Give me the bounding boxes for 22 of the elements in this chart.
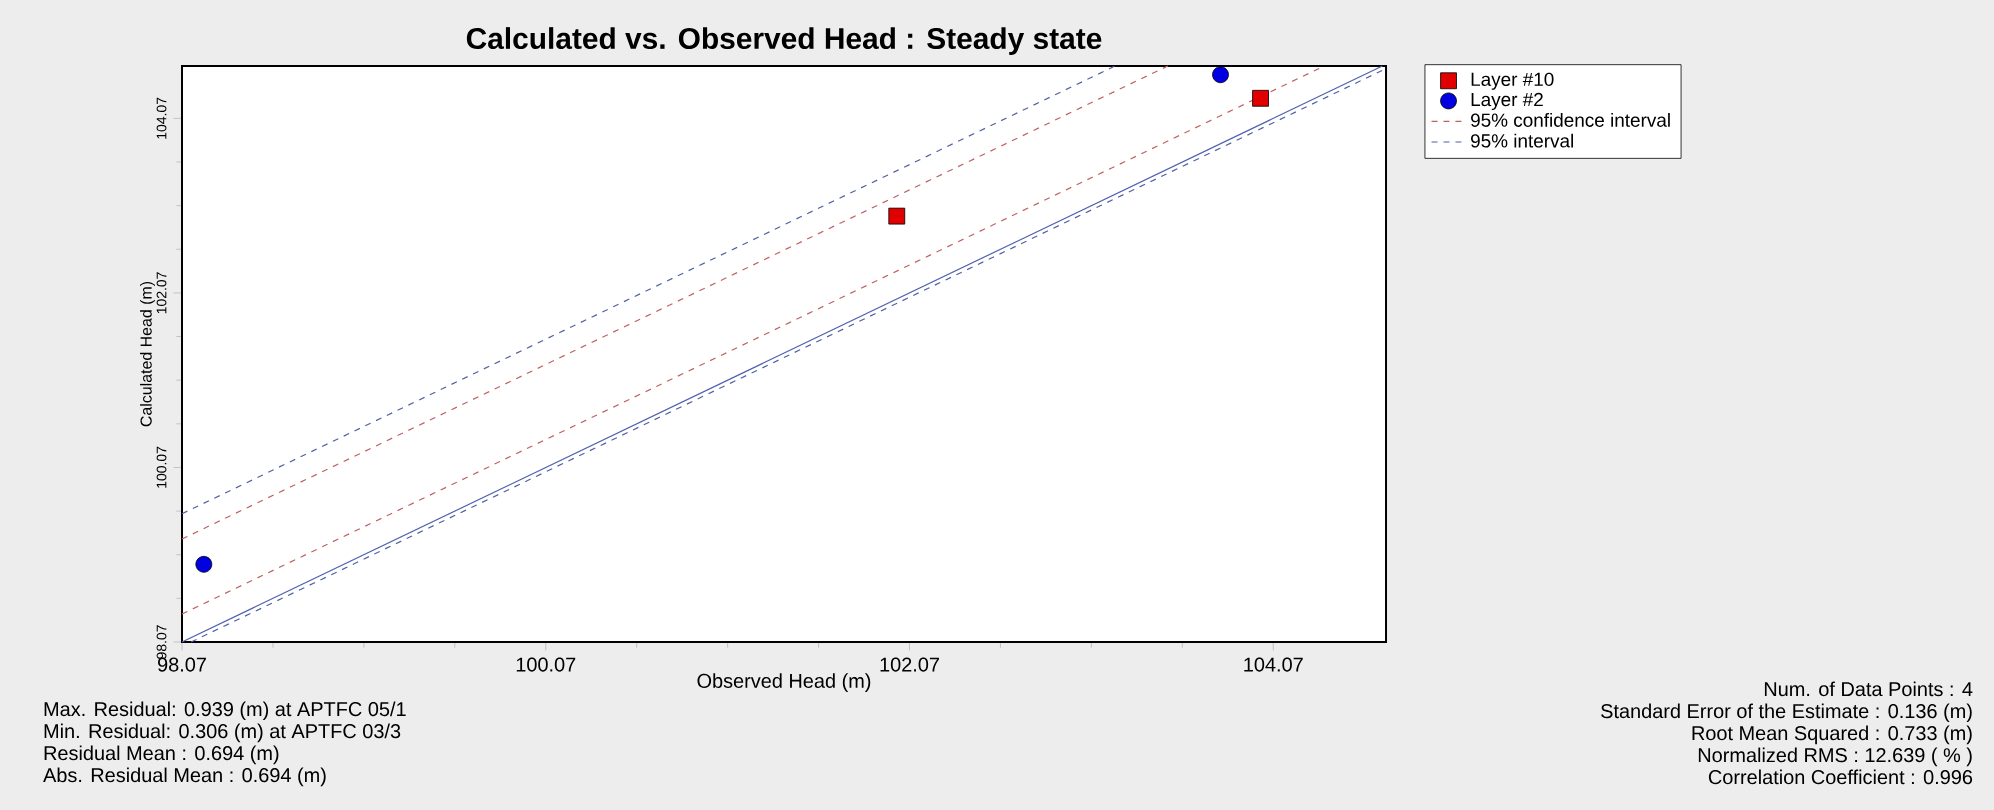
text: Correlation Coefficient : 0.996 [1708,769,1973,785]
x-tick-label: 100.07 [516,657,576,672]
chart-title: Calculated vs. Observed Head : Steady state [466,27,1102,55]
legend-label: 95% confidence interval [1471,113,1670,127]
x-tick-label: 102.07 [880,657,939,672]
point [1252,89,1269,107]
legend-label: 95% interval [1471,133,1573,148]
text: Num. of Data Points : 4 [1764,681,1973,697]
point [1212,66,1229,84]
legend-label: Layer #2 [1471,92,1543,110]
text: Normalized RMS : 12.639 ( % ) [1698,747,1972,767]
x-axis-title: Observed Head (m) [697,673,871,692]
legend-label: Layer #10 [1471,72,1554,90]
text: Max. Residual: 0.939 (m) at APTFC 05/1 [44,701,406,721]
text: Min. Residual: 0.306 (m) at APTFC 03/3 [44,723,401,743]
text: Root Mean Squared : 0.733 (m) [1692,725,1972,745]
text: Standard Error of the Estimate : 0.136 (m) [1601,703,1972,723]
point [888,207,906,225]
text: Residual Mean : 0.694 (m) [44,745,279,765]
x-tick-label: 104.07 [1244,657,1303,672]
point [195,555,213,573]
text: Abs. Residual Mean : 0.694 (m) [43,767,326,787]
